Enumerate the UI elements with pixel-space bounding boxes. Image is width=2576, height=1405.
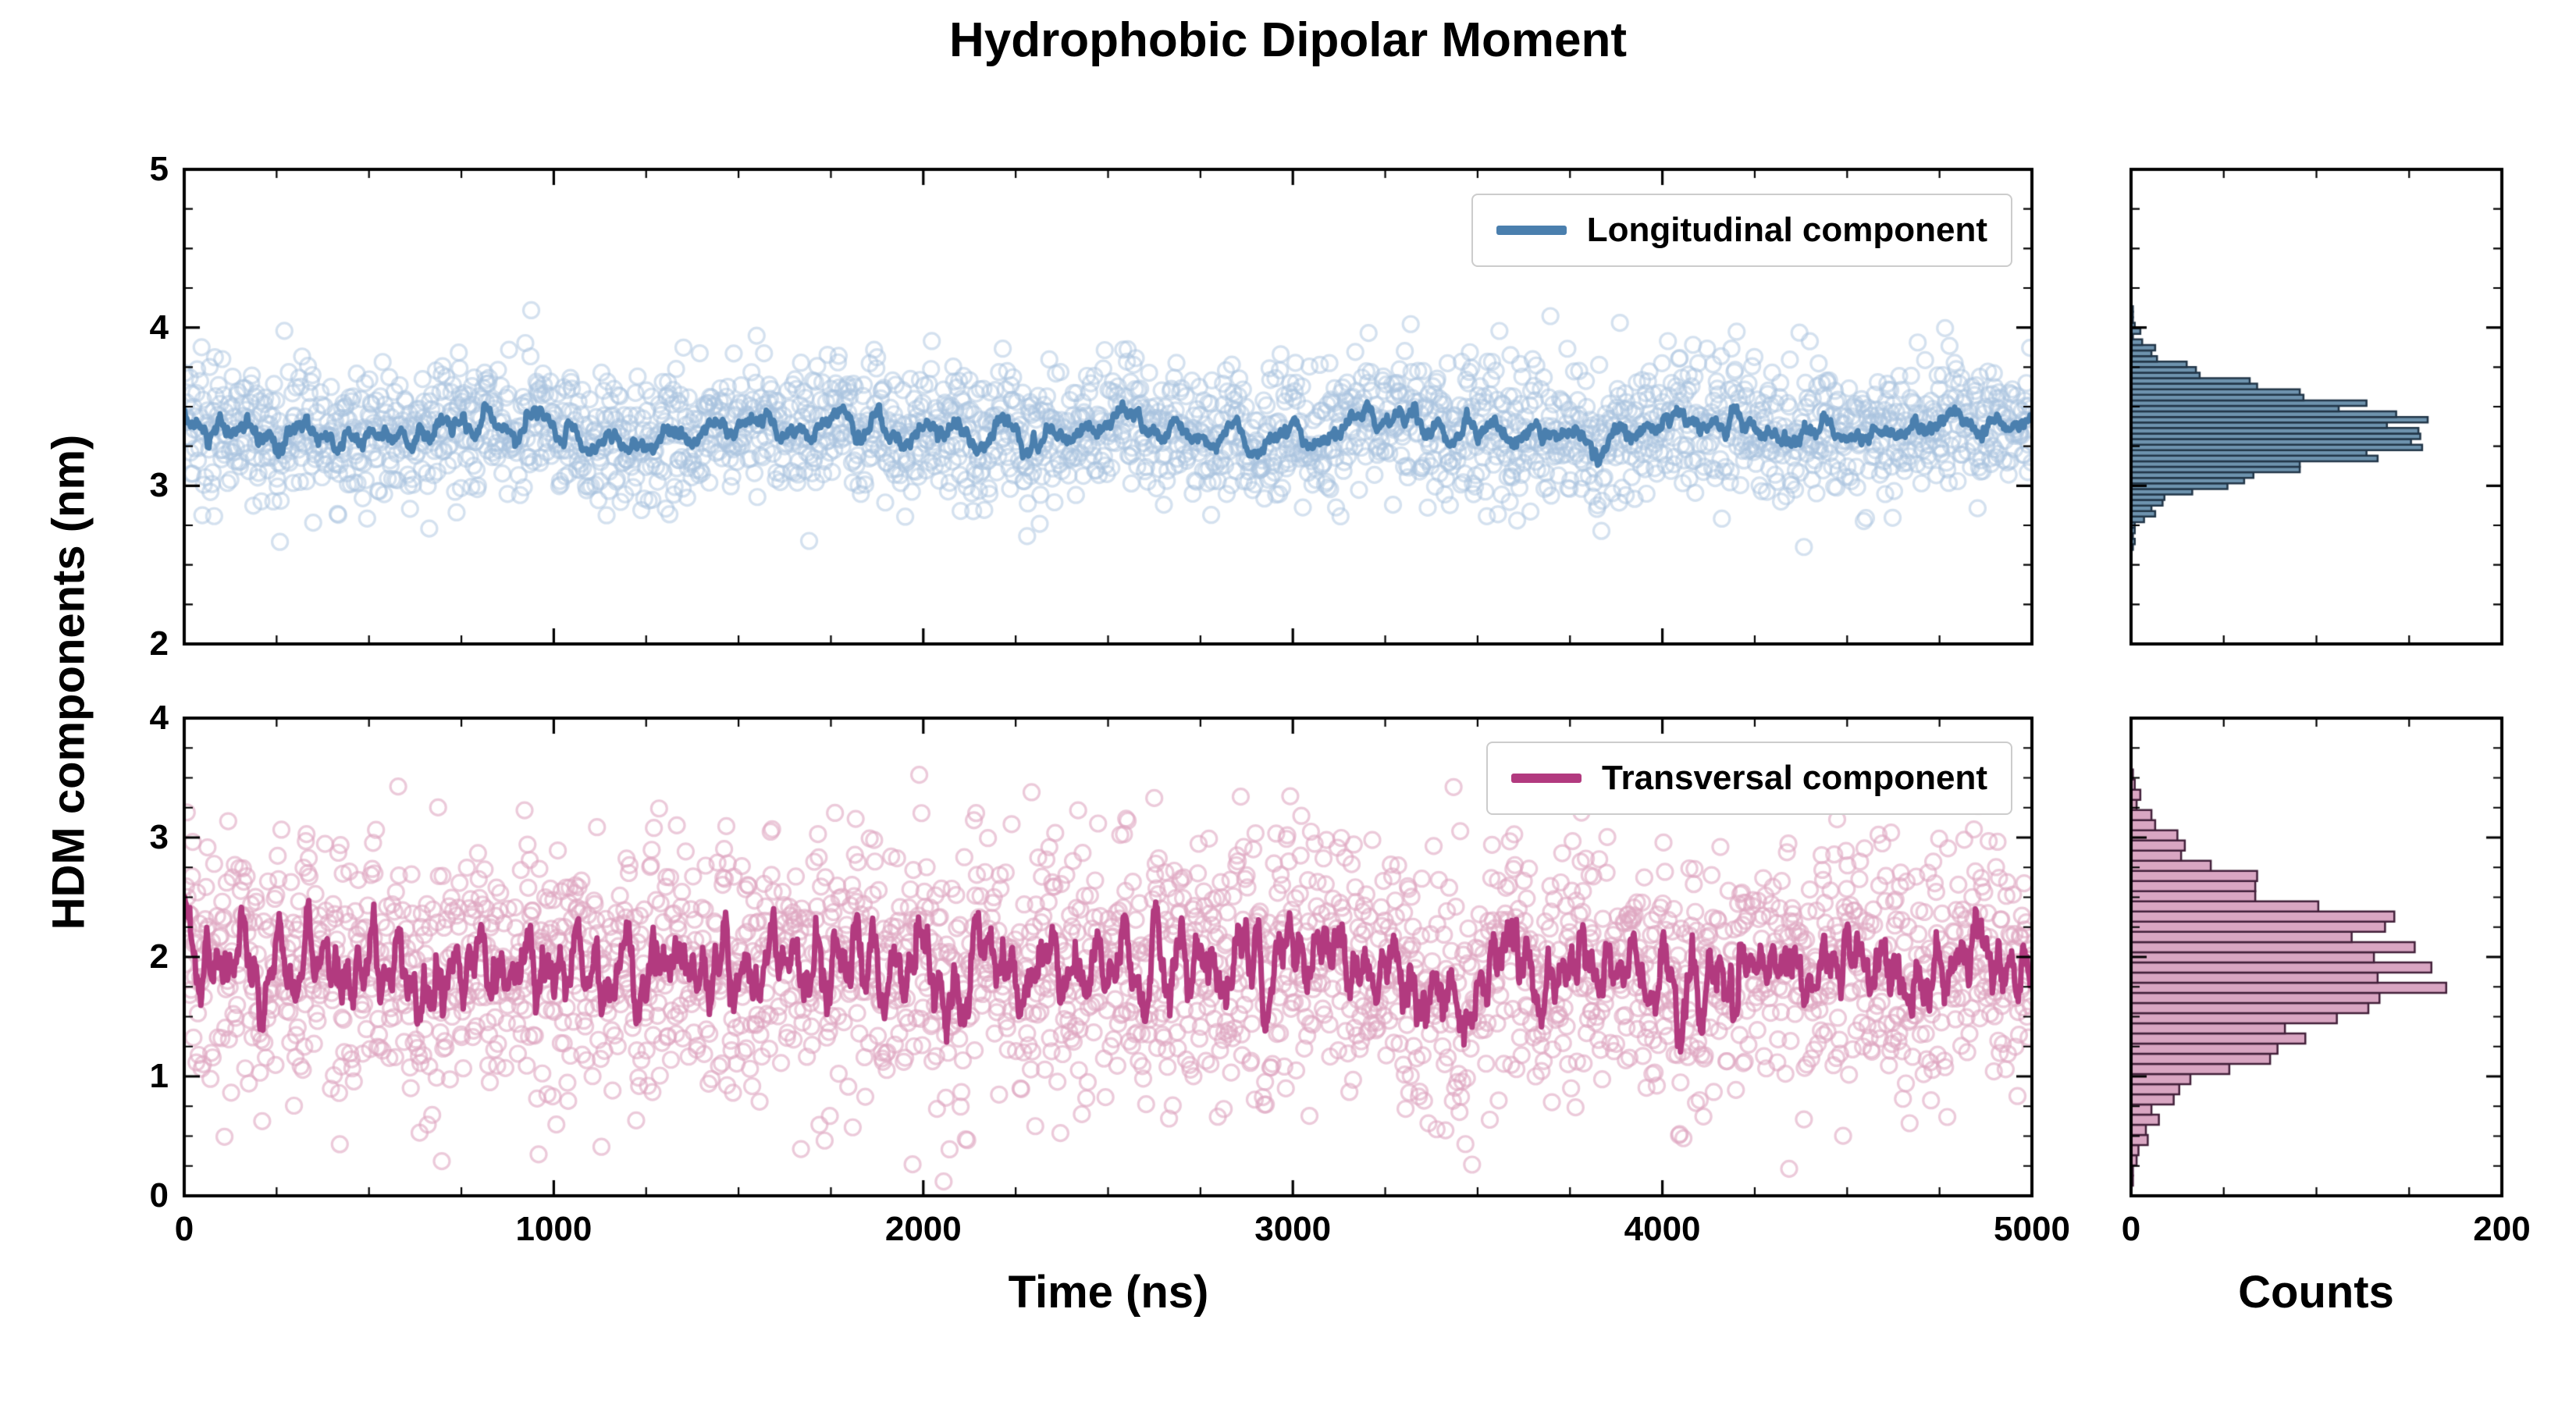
figure-canvas <box>0 0 2576 1405</box>
figure: Hydrophobic Dipolar Moment Time (ns) Cou… <box>0 0 2576 1405</box>
